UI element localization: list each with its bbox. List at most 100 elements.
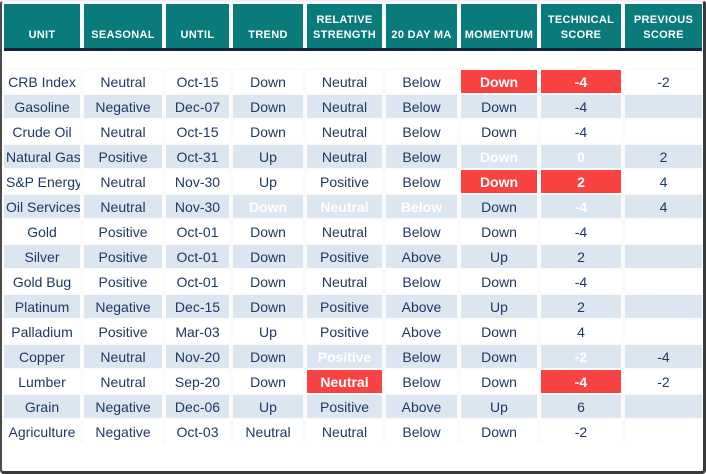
cell-20-day-ma: Below	[386, 193, 461, 218]
cell-relative-strength: Neutral	[307, 118, 386, 143]
cell-until: Oct-01	[166, 218, 233, 243]
cell-until: Dec-07	[166, 93, 233, 118]
spacer-row	[4, 51, 702, 68]
cell-relative-strength: Neutral	[307, 193, 386, 218]
cell-20-day-ma: Above	[386, 318, 461, 343]
cell-technical-score: 6	[541, 393, 625, 418]
cell-relative-strength: Neutral	[307, 418, 386, 443]
cell-seasonal: Positive	[84, 268, 166, 293]
cell-previous-score	[625, 318, 702, 343]
cell-unit: Lumber	[4, 368, 84, 393]
table-row: S&P Energy Neutral Nov-30 Up Positive Be…	[4, 168, 702, 193]
cell-seasonal: Neutral	[84, 168, 166, 193]
cell-relative-strength: Neutral	[307, 143, 386, 168]
col-header-until: UNTIL	[166, 4, 233, 48]
cell-until: Oct-31	[166, 143, 233, 168]
cell-trend: Up	[233, 143, 307, 168]
cell-relative-strength: Neutral	[307, 368, 386, 393]
cell-technical-score: -4	[541, 118, 625, 143]
cell-momentum: Down	[461, 218, 541, 243]
col-header-technical-score: TECHNICAL SCORE	[541, 4, 625, 48]
cell-momentum: Up	[461, 243, 541, 268]
col-header-unit: UNIT	[4, 4, 84, 48]
cell-20-day-ma: Below	[386, 143, 461, 168]
cell-20-day-ma: Below	[386, 418, 461, 443]
cell-20-day-ma: Above	[386, 393, 461, 418]
cell-20-day-ma: Below	[386, 68, 461, 93]
cell-momentum: Down	[461, 143, 541, 168]
cell-previous-score: -2	[625, 368, 702, 393]
cell-momentum: Down	[461, 368, 541, 393]
cell-previous-score	[625, 268, 702, 293]
cell-trend: Up	[233, 393, 307, 418]
cell-relative-strength: Positive	[307, 243, 386, 268]
cell-technical-score: 0	[541, 143, 625, 168]
cell-seasonal: Negative	[84, 418, 166, 443]
cell-technical-score: -4	[541, 193, 625, 218]
cell-momentum: Down	[461, 418, 541, 443]
cell-previous-score: -4	[625, 343, 702, 368]
cell-unit: Crude Oil	[4, 118, 84, 143]
cell-trend: Down	[233, 268, 307, 293]
cell-momentum: Up	[461, 293, 541, 318]
cell-unit: Natural Gas	[4, 143, 84, 168]
cell-trend: Down	[233, 293, 307, 318]
cell-unit: Agriculture	[4, 418, 84, 443]
cell-unit: Gold	[4, 218, 84, 243]
cell-technical-score: 2	[541, 243, 625, 268]
cell-trend: Down	[233, 343, 307, 368]
cell-seasonal: Positive	[84, 143, 166, 168]
cell-20-day-ma: Below	[386, 218, 461, 243]
cell-until: Mar-03	[166, 318, 233, 343]
cell-relative-strength: Neutral	[307, 93, 386, 118]
table-row: Gasoline Negative Dec-07 Down Neutral Be…	[4, 93, 702, 118]
cell-relative-strength: Positive	[307, 293, 386, 318]
cell-previous-score: -2	[625, 68, 702, 93]
table-row: Grain Negative Dec-06 Up Positive Above …	[4, 393, 702, 418]
cell-trend: Down	[233, 368, 307, 393]
cell-trend: Down	[233, 118, 307, 143]
cell-technical-score: -2	[541, 343, 625, 368]
cell-trend: Down	[233, 68, 307, 93]
cell-unit: Platinum	[4, 293, 84, 318]
cell-until: Nov-30	[166, 168, 233, 193]
cell-until: Dec-15	[166, 293, 233, 318]
cell-seasonal: Neutral	[84, 118, 166, 143]
cell-unit: Gold Bug	[4, 268, 84, 293]
technical-score-table: UNIT SEASONAL UNTIL TREND RELATIVE STREN…	[4, 4, 702, 443]
cell-relative-strength: Positive	[307, 393, 386, 418]
cell-seasonal: Negative	[84, 93, 166, 118]
cell-unit: Palladium	[4, 318, 84, 343]
cell-technical-score: -4	[541, 93, 625, 118]
header-divider	[4, 48, 702, 51]
cell-seasonal: Positive	[84, 218, 166, 243]
cell-technical-score: 4	[541, 318, 625, 343]
cell-until: Oct-15	[166, 118, 233, 143]
header-divider-row	[4, 48, 702, 51]
cell-momentum: Down	[461, 118, 541, 143]
table-row: Crude Oil Neutral Oct-15 Down Neutral Be…	[4, 118, 702, 143]
cell-20-day-ma: Below	[386, 343, 461, 368]
cell-trend: Down	[233, 243, 307, 268]
cell-previous-score	[625, 93, 702, 118]
cell-momentum: Down	[461, 93, 541, 118]
cell-momentum: Down	[461, 168, 541, 193]
cell-unit: Silver	[4, 243, 84, 268]
cell-previous-score: 4	[625, 168, 702, 193]
cell-20-day-ma: Below	[386, 268, 461, 293]
cell-unit: Gasoline	[4, 93, 84, 118]
cell-until: Oct-03	[166, 418, 233, 443]
cell-unit: CRB Index	[4, 68, 84, 93]
table-row: CRB Index Neutral Oct-15 Down Neutral Be…	[4, 68, 702, 93]
cell-previous-score	[625, 218, 702, 243]
cell-seasonal: Neutral	[84, 68, 166, 93]
cell-20-day-ma: Above	[386, 243, 461, 268]
cell-momentum: Down	[461, 343, 541, 368]
cell-seasonal: Positive	[84, 243, 166, 268]
col-header-trend: TREND	[233, 4, 307, 48]
cell-seasonal: Positive	[84, 318, 166, 343]
cell-technical-score: 2	[541, 293, 625, 318]
cell-previous-score: 2	[625, 143, 702, 168]
cell-relative-strength: Neutral	[307, 218, 386, 243]
cell-trend: Neutral	[233, 418, 307, 443]
